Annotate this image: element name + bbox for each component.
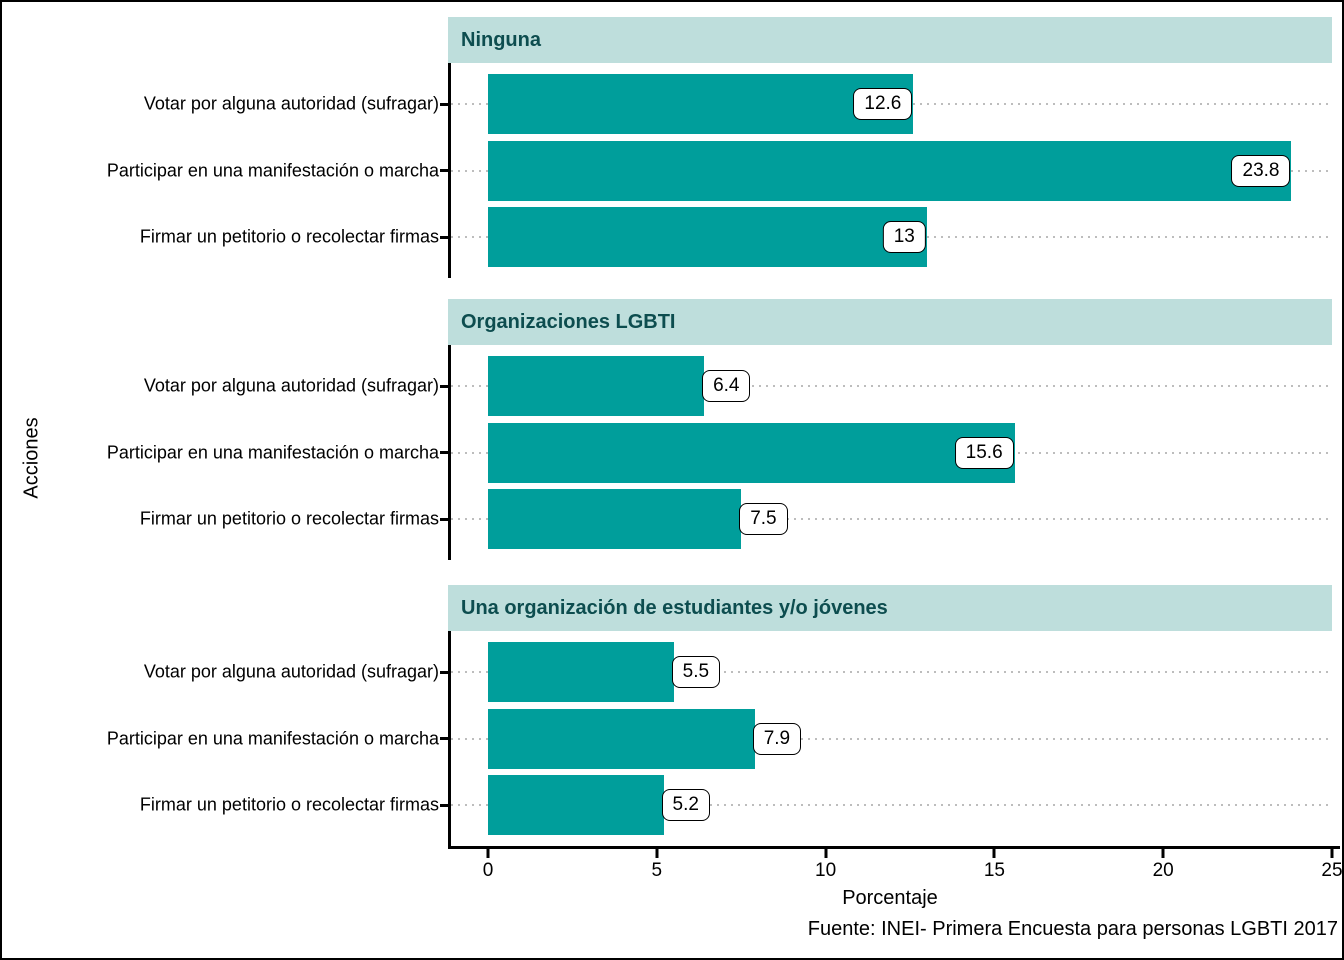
facet-panel: 5.5 7.9 5.2 Votar por alguna autoridad (… bbox=[107, 631, 1332, 846]
y-axis-line bbox=[448, 345, 451, 560]
value-label: 15.6 bbox=[954, 436, 1014, 469]
facet-ninguna: Ninguna 12.6 23.8 13 Votar por alguna au… bbox=[107, 17, 1332, 278]
category-label: Firmar un petitorio o recolectar firmas bbox=[139, 226, 439, 247]
value-label: 12.6 bbox=[853, 88, 913, 120]
bar bbox=[488, 708, 755, 769]
x-tick-mark bbox=[655, 849, 659, 858]
gridline bbox=[451, 671, 1332, 673]
x-tick-label: 25 bbox=[1321, 860, 1343, 881]
gridline bbox=[451, 518, 1332, 520]
y-tick-mark bbox=[440, 169, 448, 172]
category-label: Firmar un petitorio o recolectar firmas bbox=[139, 508, 439, 529]
y-tick-mark bbox=[440, 670, 448, 674]
y-axis-line bbox=[448, 63, 451, 278]
category-label: Votar por alguna autoridad (sufragar) bbox=[143, 375, 439, 396]
y-tick-mark bbox=[440, 737, 448, 740]
gridline bbox=[451, 385, 1332, 387]
bar bbox=[488, 422, 1015, 483]
category-label: Participar en una manifestación o marcha bbox=[106, 442, 439, 462]
bar bbox=[488, 356, 705, 416]
gridline bbox=[451, 804, 1332, 806]
x-axis: 0 5 10 15 20 25 bbox=[448, 849, 1342, 889]
x-tick-label: 15 bbox=[983, 860, 1005, 881]
y-tick-mark bbox=[440, 102, 448, 106]
facet-strip: Ninguna bbox=[448, 17, 1332, 63]
bar bbox=[488, 642, 674, 702]
category-label: Participar en una manifestación o marcha bbox=[106, 160, 439, 180]
facet-strip: Organizaciones LGBTI bbox=[448, 299, 1332, 345]
bar bbox=[488, 74, 914, 134]
value-label: 13 bbox=[882, 221, 926, 253]
value-label: 5.2 bbox=[661, 789, 710, 821]
facet-panel: 6.4 15.6 7.5 Votar por alguna autoridad … bbox=[107, 345, 1332, 560]
facet-strip: Una organización de estudiantes y/o jóve… bbox=[448, 585, 1332, 631]
category-label: Participar en una manifestación o marcha bbox=[106, 728, 439, 748]
x-axis-line bbox=[448, 846, 1340, 849]
x-axis-title: Porcentaje bbox=[842, 887, 938, 909]
value-label: 6.4 bbox=[702, 370, 751, 402]
value-label: 23.8 bbox=[1231, 154, 1291, 187]
x-tick-label: 0 bbox=[482, 860, 494, 881]
facet-strip-title: Organizaciones LGBTI bbox=[461, 311, 676, 333]
facet-organizaciones-lgbti: Organizaciones LGBTI 6.4 15.6 7.5 Votar … bbox=[107, 299, 1332, 560]
y-tick-mark bbox=[440, 451, 448, 454]
x-tick-mark bbox=[824, 849, 828, 858]
value-label: 7.9 bbox=[752, 722, 802, 755]
category-label: Votar por alguna autoridad (sufragar) bbox=[143, 661, 439, 682]
value-label: 7.5 bbox=[739, 503, 788, 535]
bar bbox=[488, 140, 1292, 201]
value-label: 5.5 bbox=[671, 656, 721, 688]
x-tick-label: 5 bbox=[651, 860, 663, 881]
source-caption: Fuente: INEI- Primera Encuesta para pers… bbox=[807, 918, 1338, 940]
y-axis-line bbox=[448, 631, 451, 846]
facet-organizacion-estudiantes: Una organización de estudiantes y/o jóve… bbox=[107, 585, 1332, 846]
gridline bbox=[451, 737, 1332, 740]
facet-panel: 12.6 23.8 13 Votar por alguna autoridad … bbox=[107, 63, 1332, 278]
x-tick-mark bbox=[486, 849, 490, 858]
y-tick-mark bbox=[440, 384, 448, 388]
x-tick-mark bbox=[1161, 849, 1165, 858]
category-label: Votar por alguna autoridad (sufragar) bbox=[143, 93, 439, 114]
bar bbox=[488, 207, 927, 267]
x-tick-mark bbox=[1330, 849, 1334, 858]
category-label: Firmar un petitorio o recolectar firmas bbox=[139, 794, 439, 815]
bar bbox=[488, 775, 664, 835]
x-tick-mark bbox=[992, 849, 996, 858]
y-tick-mark bbox=[440, 803, 448, 807]
y-tick-mark bbox=[440, 517, 448, 521]
facet-strip-title: Ninguna bbox=[461, 29, 541, 51]
y-tick-mark bbox=[440, 235, 448, 239]
x-tick-label: 20 bbox=[1152, 860, 1174, 881]
x-tick-label: 10 bbox=[815, 860, 837, 881]
facet-strip-title: Una organización de estudiantes y/o jóve… bbox=[461, 597, 888, 619]
bar bbox=[488, 489, 742, 549]
